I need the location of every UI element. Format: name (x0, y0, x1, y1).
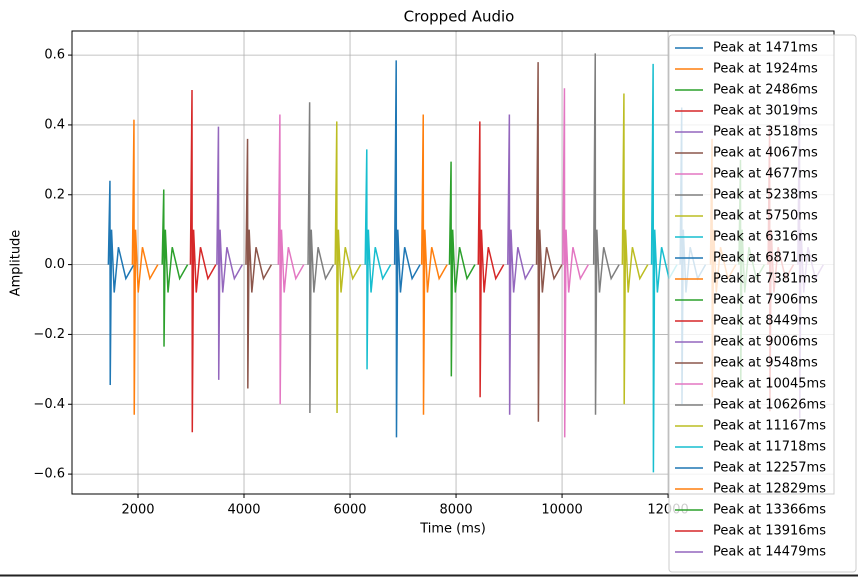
legend-label: Peak at 1471ms (713, 41, 818, 56)
series-line (334, 121, 362, 413)
legend-label: Peak at 3019ms (713, 104, 818, 119)
series-line (535, 62, 563, 422)
y-axis-label: Amplitude (9, 230, 24, 297)
legend-label: Peak at 3518ms (713, 125, 818, 140)
series-line (216, 126, 243, 380)
legend-label: Peak at 4677ms (713, 167, 818, 182)
y-tick-label: 0.4 (44, 117, 65, 132)
legend-label: Peak at 10045ms (713, 377, 826, 392)
legend-label: Peak at 10626ms (713, 398, 826, 413)
chart-title: Cropped Audio (404, 8, 515, 26)
series-line (277, 114, 305, 405)
series-line (448, 161, 476, 377)
series-line (307, 102, 335, 413)
y-tick-label: −0.2 (33, 327, 65, 342)
series-line (592, 53, 620, 415)
legend-label: Peak at 5750ms (713, 209, 818, 224)
series-line (107, 180, 135, 386)
legend-label: Peak at 12257ms (713, 461, 826, 476)
legend-label: Peak at 14479ms (713, 545, 826, 560)
series-line (507, 114, 534, 415)
series-line (393, 60, 421, 438)
series-line (621, 93, 649, 405)
legend-label: Peak at 4067ms (713, 146, 818, 161)
legend-label: Peak at 13916ms (713, 524, 826, 539)
series-line (364, 149, 392, 370)
legend-label: Peak at 2486ms (713, 83, 818, 98)
legend-label: Peak at 6871ms (713, 251, 818, 266)
series-line (562, 88, 589, 438)
legend-label: Peak at 6316ms (713, 230, 818, 245)
x-tick-label: 10000 (541, 503, 582, 518)
series-line (161, 189, 189, 347)
legend-label: Peak at 11718ms (713, 440, 826, 455)
x-tick-label: 8000 (440, 503, 473, 518)
y-tick-label: 0.2 (44, 187, 65, 202)
x-tick-label: 2000 (121, 503, 154, 518)
legend-box (668, 34, 857, 573)
legend-label: Peak at 1924ms (713, 62, 818, 77)
legend-label: Peak at 13366ms (713, 503, 826, 518)
y-tick-label: −0.4 (33, 397, 65, 412)
legend-label: Peak at 7906ms (713, 293, 818, 308)
legend-label: Peak at 9006ms (713, 335, 818, 350)
x-tick-label: 4000 (227, 503, 260, 518)
y-tick-label: 0.0 (44, 257, 65, 272)
y-tick-label: 0.6 (44, 48, 65, 63)
y-tick-label: −0.6 (33, 467, 65, 482)
legend-label: Peak at 12829ms (713, 482, 826, 497)
series-line (650, 63, 678, 473)
legend-label: Peak at 7381ms (713, 272, 818, 287)
legend-label: Peak at 5238ms (713, 188, 818, 203)
legend-label: Peak at 11167ms (713, 419, 826, 434)
series-line (189, 90, 217, 433)
series-line (477, 121, 505, 398)
x-tick-label: 6000 (333, 503, 366, 518)
x-axis-label: Time (ms) (419, 522, 486, 537)
legend-label: Peak at 9548ms (713, 356, 818, 371)
legend-label: Peak at 8449ms (713, 314, 818, 329)
series-line (131, 119, 159, 415)
series-line (420, 114, 448, 415)
series-line (245, 138, 273, 389)
